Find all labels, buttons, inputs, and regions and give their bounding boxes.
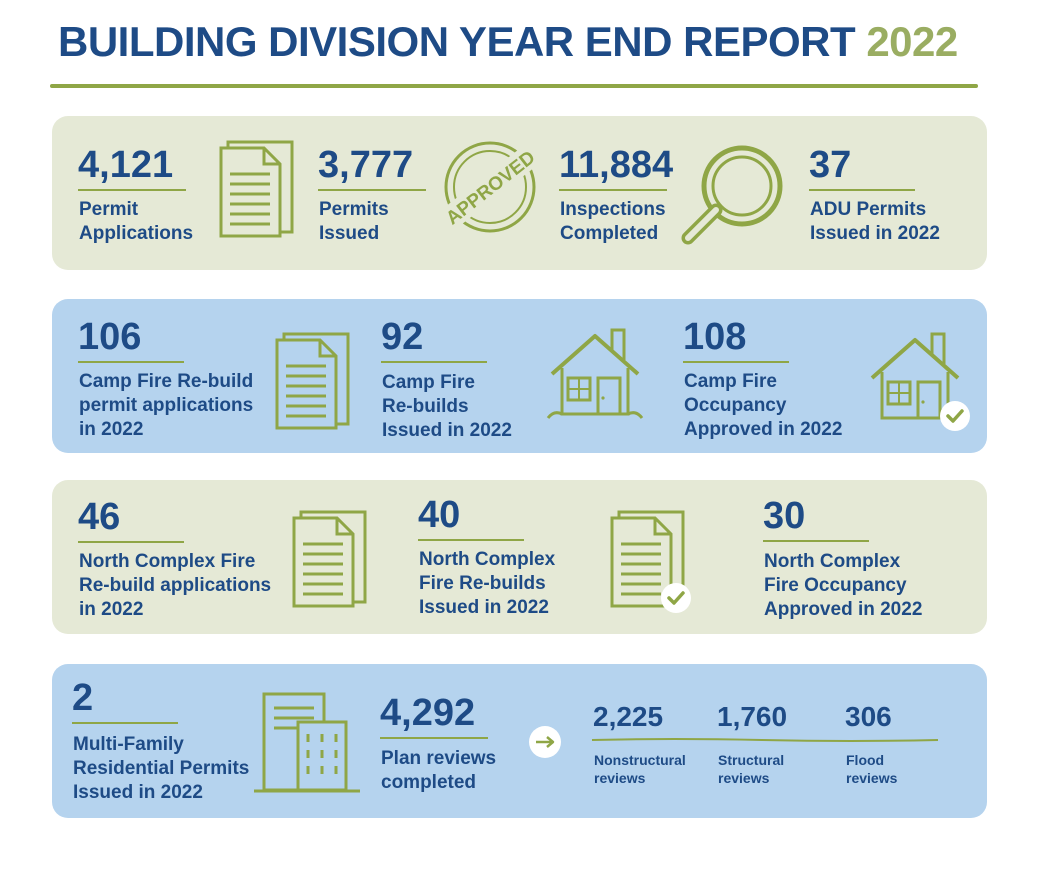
stat-value-nc-rebuilds-issued: 40	[418, 494, 461, 536]
stat-label-adu-permits: ADU Permits Issued in 2022	[810, 199, 940, 244]
stat-value-camp-rebuild-apps: 106	[78, 316, 142, 358]
stat-label-permits-issued: Permits Issued	[319, 199, 389, 244]
document-icon	[292, 510, 367, 608]
house-icon	[546, 328, 644, 419]
title-text: BUILDING DIVISION YEAR END REPORT	[58, 18, 856, 65]
stat-label-nc-occupancy: North Complex Fire Occupancy Approved in…	[764, 551, 923, 620]
title-divider	[50, 84, 978, 88]
stat-underline	[683, 361, 789, 363]
stat-underline	[78, 361, 184, 363]
title-year: 2022	[866, 18, 958, 65]
stat-label-nc-rebuild-apps: North Complex Fire Re-build applications…	[79, 551, 272, 620]
stat-underline	[78, 189, 186, 191]
stat-value-multi-family: 2	[72, 677, 94, 719]
stat-label-multi-family: Multi-Family Residential Permits Issued …	[73, 734, 250, 803]
house-check-icon	[870, 332, 970, 431]
stat-value-adu-permits: 37	[809, 144, 852, 186]
stat-value-plan-reviews: 4,292	[380, 692, 476, 734]
stat-label-structural: Structural reviews	[718, 752, 785, 786]
stat-underline	[72, 722, 178, 724]
document-icon	[219, 140, 294, 238]
stat-value-inspections: 11,884	[559, 144, 674, 186]
stat-value-structural: 1,760	[717, 701, 788, 732]
stats-panel-camp-fire	[52, 299, 987, 453]
stat-underline	[380, 737, 488, 739]
stat-label-inspections: Inspections Completed	[560, 199, 666, 244]
stat-label-nonstructural: Nonstructural reviews	[594, 752, 686, 786]
stat-value-nc-rebuild-apps: 46	[78, 496, 121, 538]
stat-label-nc-rebuilds-issued: North Complex Fire Re-builds Issued in 2…	[419, 549, 556, 618]
stat-label-camp-rebuild-apps: Camp Fire Re-build permit applications i…	[79, 371, 254, 440]
arrow-right-icon	[529, 726, 561, 758]
stat-label-plan-reviews: Plan reviews completed	[381, 748, 497, 793]
stat-label-camp-occupancy: Camp Fire Occupancy Approved in 2022	[684, 371, 843, 440]
document-check-icon	[610, 510, 691, 613]
stat-underline	[318, 189, 426, 191]
stat-value-flood: 306	[845, 701, 892, 732]
stat-value-camp-occupancy: 108	[683, 316, 747, 358]
stat-label-camp-rebuilds-issued: Camp Fire Re-builds Issued in 2022	[382, 372, 512, 441]
stat-value-nonstructural: 2,225	[593, 701, 664, 732]
stat-underline	[78, 541, 184, 543]
stats-panel-general	[52, 116, 987, 270]
stat-value-nc-occupancy: 30	[763, 495, 806, 537]
stat-underline	[763, 540, 869, 542]
stats-panel-north-complex	[52, 480, 987, 634]
breakdown-divider	[591, 738, 939, 742]
stat-underline	[418, 539, 524, 541]
stat-value-permits-issued: 3,777	[318, 144, 414, 186]
page-title: BUILDING DIVISION YEAR END REPORT 2022	[58, 18, 958, 66]
stat-value-camp-rebuilds-issued: 92	[381, 316, 424, 358]
document-icon	[275, 332, 350, 430]
stat-value-permit-applications: 4,121	[78, 144, 174, 186]
stat-label-permit-applications: Permit Applications	[79, 199, 194, 244]
buildings-icon	[254, 692, 360, 793]
stat-underline	[559, 189, 667, 191]
stat-underline	[809, 189, 915, 191]
approved-stamp-icon: APPROVED	[442, 141, 539, 233]
magnifier-icon	[681, 145, 783, 245]
stat-label-flood: Flood reviews	[846, 752, 898, 786]
stat-underline	[381, 361, 487, 363]
